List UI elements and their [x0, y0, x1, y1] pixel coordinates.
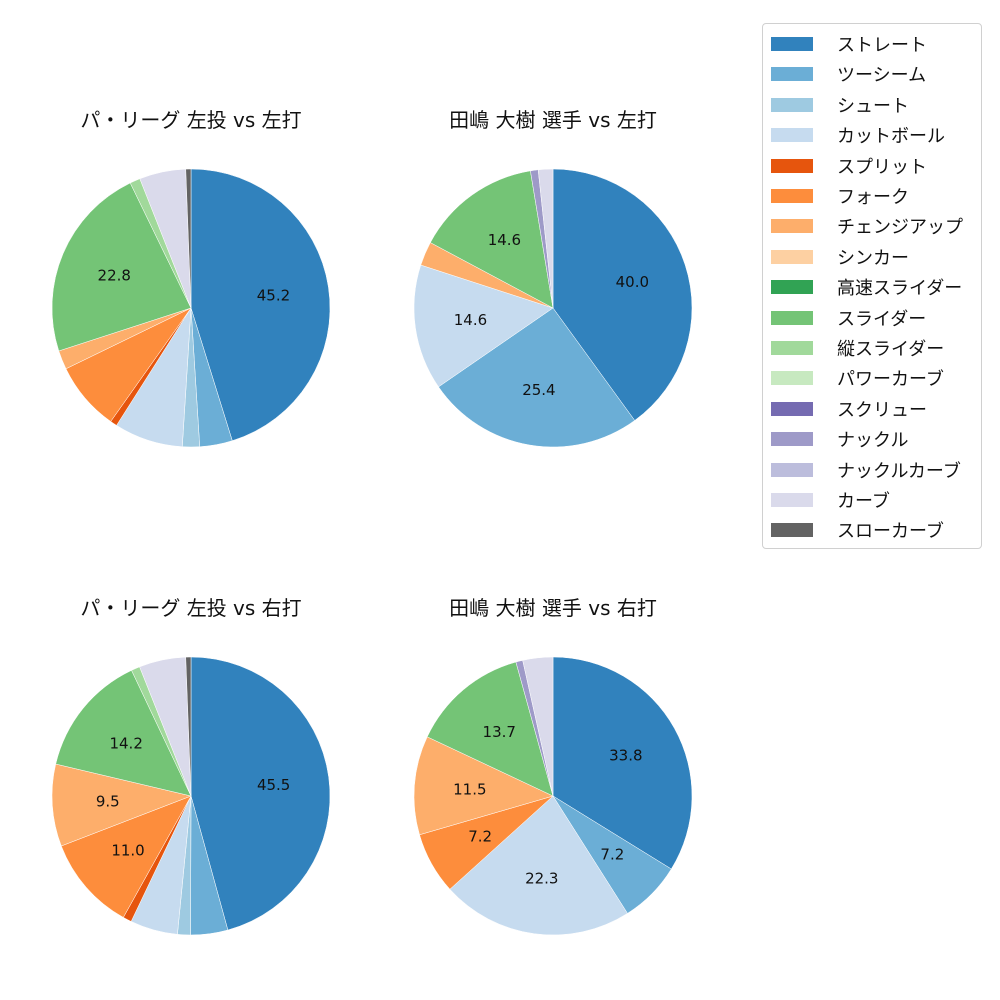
legend-item: スクリュー [771, 399, 927, 421]
legend-item: ナックル [771, 429, 909, 452]
pie-chart-3: 45.5 11.0 9.5 14.2 [51, 656, 331, 936]
legend-item: ツーシーム [771, 64, 927, 87]
legend-label: チェンジアップ [837, 217, 963, 239]
chart-title-2: 田嶋 大樹 選手 vs 左打 [449, 108, 657, 132]
legend-swatch [771, 401, 813, 416]
legend-label: ナックル [837, 430, 909, 452]
legend-item: チェンジアップ [771, 216, 963, 239]
legend-swatch [771, 67, 813, 82]
pie-slice [449, 795, 628, 936]
slice-value-label: 14.2 [109, 735, 142, 753]
pie-slice [60, 795, 192, 918]
legend-label: ストレート [837, 35, 927, 56]
legend-label: カーブ [837, 491, 890, 512]
slice-value-label: 22.8 [98, 266, 131, 284]
pie-chart-4: 33.8 7.2 22.3 7.2 11.5 13.7 [413, 656, 693, 936]
legend-label: スクリュー [837, 399, 927, 421]
chart-title-1: パ・リーグ 左投 vs 左打 [80, 108, 302, 132]
slice-value-label: 11.0 [111, 842, 144, 860]
legend-item: パワーカーブ [771, 368, 944, 391]
legend-item: フォーク [771, 186, 909, 208]
pie-slice [438, 307, 636, 448]
legend: ストレートツーシームシュートカットボール スプリットフォークチェンジアップ シンカー… [762, 23, 982, 549]
pie-slice [185, 656, 192, 797]
legend-item: ナックルカーブ [771, 460, 961, 482]
chart-title-4: 田嶋 大樹 選手 vs 右打 [449, 596, 657, 620]
pie-chart-1: 45.2 22.8 [51, 168, 331, 448]
legend-swatch [771, 249, 813, 264]
legend-item: 高速スライダー [771, 277, 963, 300]
legend-item: スプリット [771, 156, 927, 178]
legend-swatch [771, 280, 813, 295]
legend-item: 縦スライダー [771, 338, 945, 360]
pie-slice [55, 670, 192, 797]
legend-swatch [771, 189, 813, 203]
legend-swatch [771, 37, 813, 51]
legend-item: カットボール [771, 125, 945, 148]
slice-value-label: 22.3 [525, 870, 558, 888]
slice-value-label: 45.5 [257, 776, 290, 794]
legend-swatch [771, 158, 813, 173]
legend-label: カットボール [837, 126, 945, 148]
legend-swatch [771, 310, 813, 325]
slice-value-label: 13.7 [483, 723, 516, 741]
legend-label: ツーシーム [837, 65, 927, 87]
pie-slice [190, 168, 331, 442]
legend-label: フォーク [837, 187, 909, 208]
slice-value-label: 40.0 [616, 273, 649, 291]
pie-slice [51, 182, 192, 352]
legend-swatch [771, 523, 813, 538]
pie-slice [430, 170, 554, 309]
legend-label: シンカー [837, 247, 909, 269]
pie-slice [552, 656, 693, 870]
pie-chart-2: 40.0 25.4 14.6 14.6 [413, 168, 693, 448]
pie-slice [190, 656, 331, 931]
legend-label: シュート [837, 95, 909, 117]
slice-value-label: 7.2 [468, 828, 492, 846]
legend-label: スライダー [837, 308, 927, 330]
slice-value-label: 45.2 [257, 286, 290, 304]
pie-slice [426, 661, 554, 797]
legend-label: 高速スライダー [837, 278, 963, 300]
legend-label: スローカーブ [837, 521, 944, 543]
legend-swatch [771, 371, 813, 386]
chart-title-3: パ・リーグ 左投 vs 右打 [80, 596, 302, 620]
pie-slice [522, 656, 554, 797]
slice-value-label: 7.2 [600, 846, 624, 864]
slice-value-label: 11.5 [453, 780, 486, 798]
legend-label: パワーカーブ [837, 369, 944, 391]
legend-swatch [771, 128, 813, 143]
legend-item: カーブ [771, 490, 890, 512]
pie-slice [537, 168, 554, 309]
slice-value-label: 33.8 [609, 746, 642, 764]
legend-swatch [771, 432, 813, 447]
legend-swatch [771, 462, 813, 477]
slice-value-label: 14.6 [488, 231, 521, 249]
slice-value-label: 9.5 [96, 793, 120, 811]
legend-item: スローカーブ [771, 520, 944, 543]
legend-swatch [771, 341, 813, 355]
legend-swatch [771, 219, 813, 234]
pie-slice [413, 264, 554, 388]
legend-item: シンカー [771, 247, 909, 269]
legend-label: ナックルカーブ [837, 460, 961, 482]
legend-item: ストレート [771, 34, 927, 56]
pie-slice [552, 168, 693, 421]
legend-item: シュート [771, 95, 909, 117]
legend-label: スプリット [837, 156, 927, 178]
pie-slice [185, 168, 192, 309]
legend-swatch [771, 97, 813, 112]
slice-value-label: 14.6 [454, 311, 487, 329]
legend-swatch [771, 493, 813, 507]
pie-slice [413, 736, 554, 836]
legend-label: 縦スライダー [837, 339, 945, 360]
pie-slice [51, 763, 192, 847]
legend-item: スライダー [771, 308, 927, 330]
slice-value-label: 25.4 [522, 381, 555, 399]
